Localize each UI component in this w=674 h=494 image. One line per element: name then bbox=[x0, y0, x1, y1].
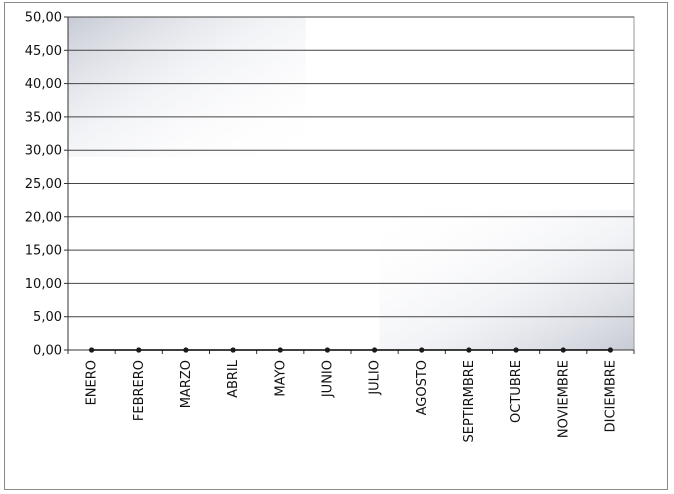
x-tick-label: ABRIL bbox=[226, 359, 241, 398]
plot-shading-top-left bbox=[68, 17, 306, 157]
data-point bbox=[513, 347, 519, 353]
data-point bbox=[230, 347, 236, 353]
y-tick-label: 5,00 bbox=[33, 310, 62, 325]
y-tick-label: 15,00 bbox=[25, 244, 62, 259]
data-point bbox=[419, 347, 425, 353]
x-tick-label: OCTUBRE bbox=[509, 360, 524, 423]
y-tick-label: 50,00 bbox=[25, 11, 62, 26]
data-point bbox=[88, 347, 95, 353]
x-tick-label: JULIO bbox=[368, 360, 383, 396]
gridlines bbox=[68, 16, 634, 318]
data-point bbox=[277, 347, 283, 353]
y-tick-label: 10,00 bbox=[25, 277, 62, 292]
data-point bbox=[607, 347, 614, 353]
data-point bbox=[560, 347, 566, 353]
y-axis: 0,00 5,00 10,00 15,00 20,00 25,00 30,00 35,00 40… bbox=[25, 11, 69, 359]
y-tick-label: 45,00 bbox=[25, 44, 62, 59]
x-tick-label: JUNIO bbox=[320, 360, 335, 398]
chart-frame: 0,00 5,00 10,00 15,00 20,00 25,00 30,00 35,00 40… bbox=[4, 2, 668, 490]
x-tick-label: DICIEMBRE bbox=[603, 360, 618, 432]
x-tick-label: FEBRERO bbox=[132, 360, 147, 421]
line-chart: 0,00 5,00 10,00 15,00 20,00 25,00 30,00 35,00 40… bbox=[25, 11, 635, 443]
y-tick-label: 35,00 bbox=[25, 110, 62, 125]
x-axis: ENERO FEBRERO MARZO ABRIL MAYO JUNIO JULIO AGOS… bbox=[67, 349, 635, 443]
series-layer bbox=[88, 347, 614, 353]
y-tick-label: 40,00 bbox=[25, 77, 62, 92]
x-tick-label: MARZO bbox=[179, 360, 194, 408]
data-point bbox=[136, 347, 142, 353]
data-point bbox=[183, 347, 189, 353]
data-point bbox=[371, 347, 378, 353]
x-tick-label: AGOSTO bbox=[415, 360, 430, 415]
y-tick-label: 0,00 bbox=[33, 344, 62, 359]
data-point bbox=[324, 347, 331, 353]
plot-shading-bottom-right bbox=[379, 210, 634, 350]
x-tick-label: SEPTIRMBRE bbox=[462, 360, 477, 443]
y-tick-label: 25,00 bbox=[25, 177, 62, 192]
x-tick-label: NOVIEMBRE bbox=[556, 360, 571, 438]
data-point bbox=[466, 347, 472, 353]
y-tick-label: 30,00 bbox=[25, 144, 62, 159]
y-tick-label: 20,00 bbox=[25, 210, 62, 225]
x-tick-label: ENERO bbox=[85, 360, 100, 405]
x-tick-label: MAYO bbox=[273, 360, 288, 397]
